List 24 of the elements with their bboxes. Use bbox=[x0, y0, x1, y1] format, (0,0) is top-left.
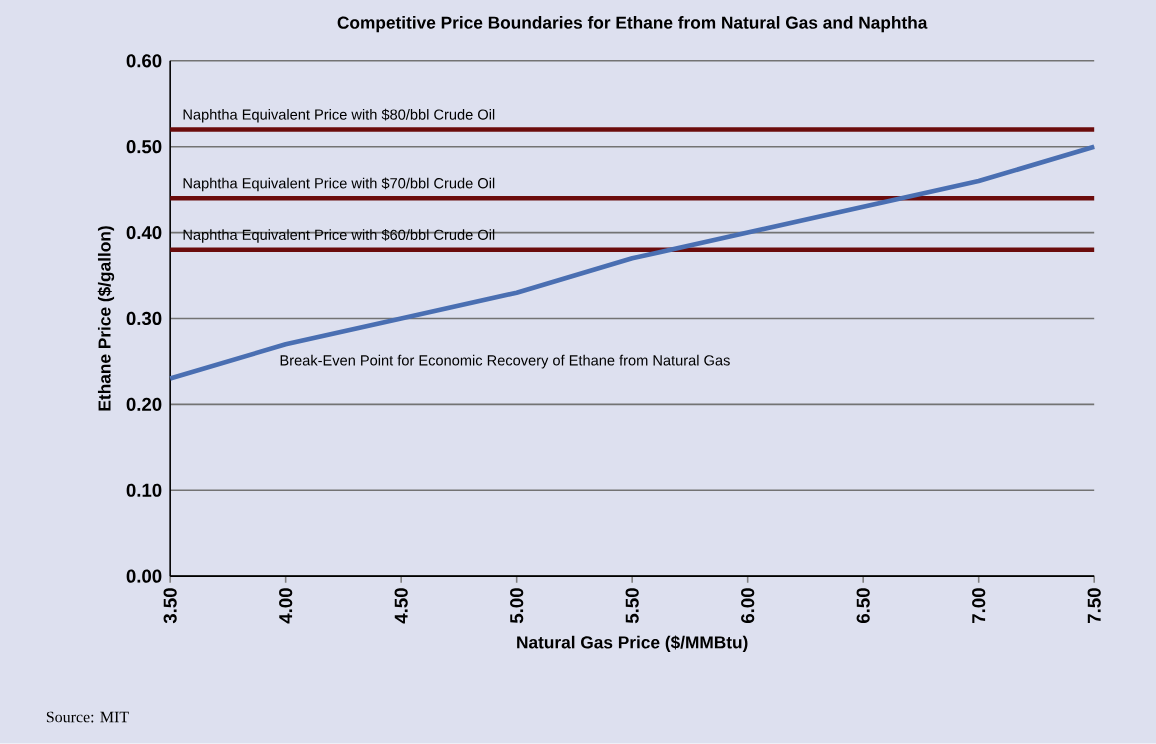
x-tick-label: 5.00 bbox=[510, 588, 524, 624]
x-tick-label: 4.50 bbox=[394, 588, 408, 624]
y-tick-label: 0.10 bbox=[126, 483, 162, 498]
y-tick-label: 0.20 bbox=[126, 397, 162, 412]
source-note: Source: MIT bbox=[46, 711, 129, 723]
ref-line-label: Naphtha Equivalent Price with $60/bbl Crude Oil bbox=[183, 229, 495, 244]
y-axis-title: Ethane Price ($/gallon) bbox=[97, 226, 115, 411]
annotation: Break-Even Point for Economic Recovery of Ethane from Natural Gas bbox=[280, 355, 730, 369]
y-tick-label: 0.30 bbox=[126, 312, 162, 326]
y-tick-label: 0.00 bbox=[126, 569, 162, 583]
y-tick-label: 0.50 bbox=[126, 140, 162, 154]
ref-line-label: Naphtha Equivalent Price with $80/bbl Crude Oil bbox=[183, 108, 495, 123]
x-tick-label: 7.50 bbox=[1087, 588, 1101, 624]
x-tick-label: 7.00 bbox=[972, 588, 986, 624]
x-tick-label: 3.50 bbox=[163, 588, 177, 624]
x-tick-label: 5.50 bbox=[625, 588, 639, 624]
x-tick-label: 4.00 bbox=[279, 588, 293, 624]
y-tick-label: 0.60 bbox=[126, 54, 162, 68]
x-tick-label: 6.50 bbox=[856, 588, 870, 624]
x-axis-title: Natural Gas Price ($/MMBtu) bbox=[517, 635, 748, 653]
ref-line-label: Naphtha Equivalent Price with $70/bbl Crude Oil bbox=[183, 177, 495, 192]
y-tick-label: 0.40 bbox=[126, 226, 162, 240]
chart-title: Competitive Price Boundaries for Ethane from Natural Gas and Naphtha bbox=[337, 16, 928, 33]
x-tick-label: 6.00 bbox=[741, 588, 755, 624]
